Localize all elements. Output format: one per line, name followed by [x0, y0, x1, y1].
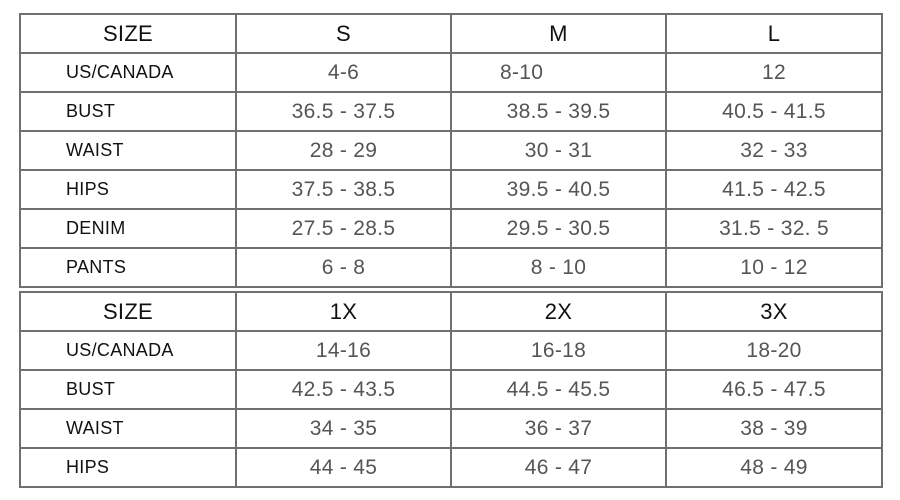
- measurement-value: 38.5 - 39.5: [450, 91, 667, 132]
- measurement-value: 38 - 39: [665, 408, 883, 449]
- measurement-value: 31.5 - 32. 5: [665, 208, 883, 249]
- measurement-value: 12: [665, 52, 883, 93]
- measurement-value: 34 - 35: [235, 408, 452, 449]
- table-row: US/CANADA 4-6 8-10 12: [19, 52, 883, 93]
- table-row: BUST 42.5 - 43.5 44.5 - 45.5 46.5 - 47.5: [19, 369, 883, 410]
- measurement-value: 28 - 29: [235, 130, 452, 171]
- table-row: HIPS 37.5 - 38.5 39.5 - 40.5 41.5 - 42.5: [19, 169, 883, 210]
- measurement-value: 44.5 - 45.5: [450, 369, 667, 410]
- size-chart-table-plus: SIZE 1X 2X 3X US/CANADA 14-16 16-18 18-20 BUST 42…: [19, 291, 883, 488]
- table-row: DENIM 27.5 - 28.5 29.5 - 30.5 31.5 - 32. 5: [19, 208, 883, 249]
- table-row: WAIST 28 - 29 30 - 31 32 - 33: [19, 130, 883, 171]
- measurement-label: HIPS: [19, 169, 237, 210]
- measurement-value: 4-6: [235, 52, 452, 93]
- table-row: WAIST 34 - 35 36 - 37 38 - 39: [19, 408, 883, 449]
- table-row: BUST 36.5 - 37.5 38.5 - 39.5 40.5 - 41.5: [19, 91, 883, 132]
- measurement-label: WAIST: [19, 130, 237, 171]
- measurement-value: 41.5 - 42.5: [665, 169, 883, 210]
- measurement-value: 40.5 - 41.5: [665, 91, 883, 132]
- size-header: SIZE: [19, 291, 237, 332]
- table-row: US/CANADA 14-16 16-18 18-20: [19, 330, 883, 371]
- measurement-value: 46.5 - 47.5: [665, 369, 883, 410]
- measurement-value: 36.5 - 37.5: [235, 91, 452, 132]
- size-column-header: S: [235, 13, 452, 54]
- size-chart-table-standard: SIZE S M L US/CANADA 4-6 8-10 12 BUST 36.5 - 37.5…: [19, 13, 883, 288]
- size-column-header: L: [665, 13, 883, 54]
- measurement-label: HIPS: [19, 447, 237, 488]
- measurement-value: 27.5 - 28.5: [235, 208, 452, 249]
- measurement-value: 42.5 - 43.5: [235, 369, 452, 410]
- measurement-label: DENIM: [19, 208, 237, 249]
- measurement-value: 8-10: [450, 52, 667, 93]
- measurement-value: 16-18: [450, 330, 667, 371]
- measurement-label: WAIST: [19, 408, 237, 449]
- measurement-value: 32 - 33: [665, 130, 883, 171]
- measurement-value: 44 - 45: [235, 447, 452, 488]
- measurement-value: 18-20: [665, 330, 883, 371]
- header-row: SIZE 1X 2X 3X: [19, 291, 883, 332]
- measurement-label: US/CANADA: [19, 330, 237, 371]
- measurement-value: 46 - 47: [450, 447, 667, 488]
- header-row: SIZE S M L: [19, 13, 883, 54]
- measurement-value: 29.5 - 30.5: [450, 208, 667, 249]
- measurement-value: 14-16: [235, 330, 452, 371]
- table-row: HIPS 44 - 45 46 - 47 48 - 49: [19, 447, 883, 488]
- size-column-header: 3X: [665, 291, 883, 332]
- measurement-label: US/CANADA: [19, 52, 237, 93]
- measurement-value: 6 - 8: [235, 247, 452, 288]
- size-column-header: M: [450, 13, 667, 54]
- size-header: SIZE: [19, 13, 237, 54]
- measurement-value: 48 - 49: [665, 447, 883, 488]
- measurement-value: 10 - 12: [665, 247, 883, 288]
- measurement-value: 36 - 37: [450, 408, 667, 449]
- size-column-header: 1X: [235, 291, 452, 332]
- measurement-label: BUST: [19, 91, 237, 132]
- size-column-header: 2X: [450, 291, 667, 332]
- measurement-value: 8 - 10: [450, 247, 667, 288]
- measurement-value: 39.5 - 40.5: [450, 169, 667, 210]
- measurement-value: 37.5 - 38.5: [235, 169, 452, 210]
- measurement-value: 30 - 31: [450, 130, 667, 171]
- measurement-label: BUST: [19, 369, 237, 410]
- measurement-label: PANTS: [19, 247, 237, 288]
